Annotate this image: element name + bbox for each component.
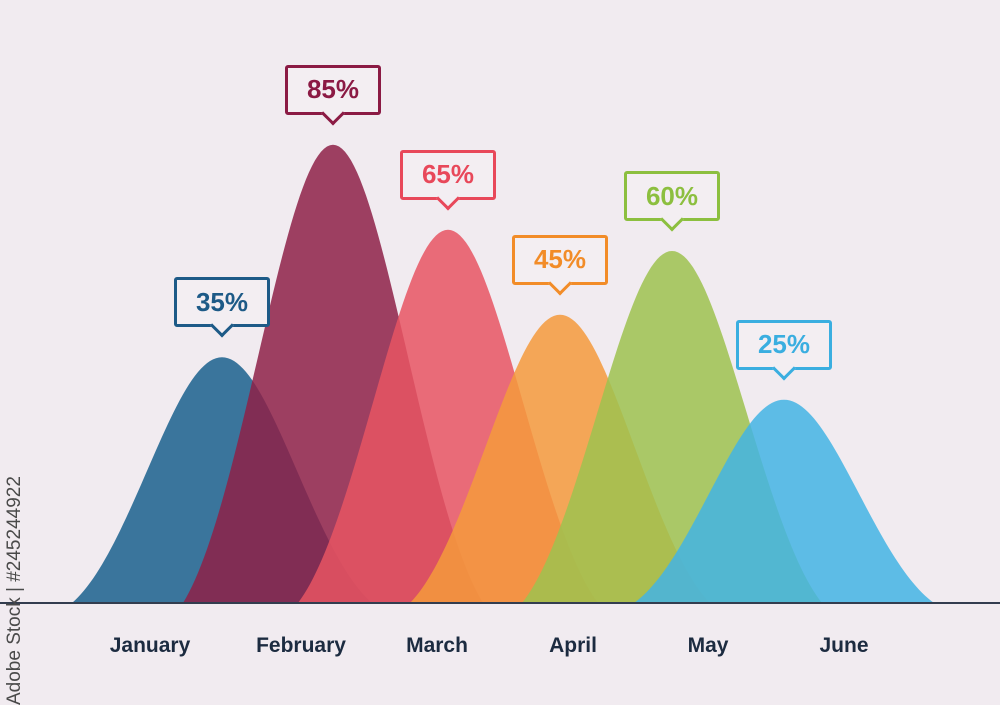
data-label-may: 60% — [624, 171, 720, 232]
bell-june — [634, 399, 934, 603]
data-label-march: 65% — [400, 149, 496, 211]
x-tick-label: February — [256, 634, 346, 657]
x-tick-label: January — [109, 634, 191, 657]
data-label-january: 35% — [174, 277, 270, 338]
x-tick-label: March — [406, 634, 468, 657]
data-label-february: 85% — [285, 64, 381, 126]
x-tick-label: April — [549, 634, 597, 657]
data-label-text: 85% — [306, 74, 360, 105]
data-label-text: 60% — [645, 180, 699, 211]
data-label-text: 25% — [757, 329, 811, 360]
data-label-april: 45% — [512, 234, 608, 296]
x-tick-label: May — [687, 634, 729, 657]
data-label-text: 35% — [195, 286, 249, 317]
watermark: Adobe Stock | #245244922 — [4, 476, 25, 705]
data-label-text: 65% — [421, 159, 475, 190]
x-tick-label: June — [819, 634, 869, 657]
data-label-text: 45% — [533, 244, 587, 275]
data-label-june: 25% — [736, 319, 832, 381]
